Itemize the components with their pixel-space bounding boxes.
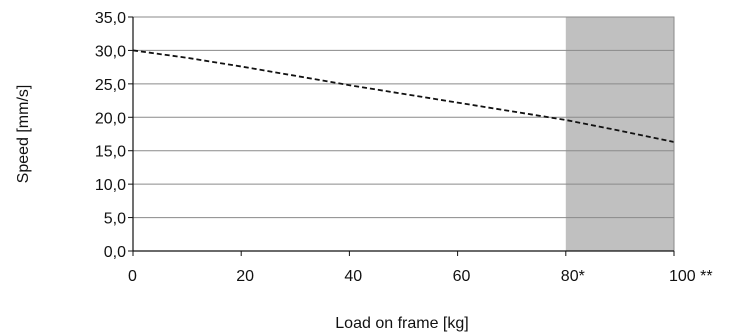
y-tick-label: 25,0 <box>95 77 126 94</box>
x-tick-label: 60 <box>453 268 471 285</box>
y-tick-label: 30,0 <box>95 43 126 60</box>
shaded-region <box>565 17 674 251</box>
y-tick-label: 5,0 <box>104 211 126 228</box>
x-tick-label: 100 ** <box>669 268 713 285</box>
y-tick-label: 20,0 <box>95 110 126 127</box>
x-tick-label: 0 <box>128 268 137 285</box>
y-axis-title: Speed [mm/s] <box>15 85 32 184</box>
y-tick-label: 0,0 <box>104 244 126 261</box>
series-line <box>132 49 675 143</box>
x-tick-label: 20 <box>236 268 254 285</box>
y-tick-label: 10,0 <box>95 177 126 194</box>
x-tick-label: 40 <box>344 268 362 285</box>
x-tick-label: 80* <box>561 268 585 285</box>
y-tick-label: 35,0 <box>95 10 126 27</box>
x-axis-title: Load on frame [kg] <box>335 315 468 332</box>
y-tick-label: 15,0 <box>95 144 126 161</box>
